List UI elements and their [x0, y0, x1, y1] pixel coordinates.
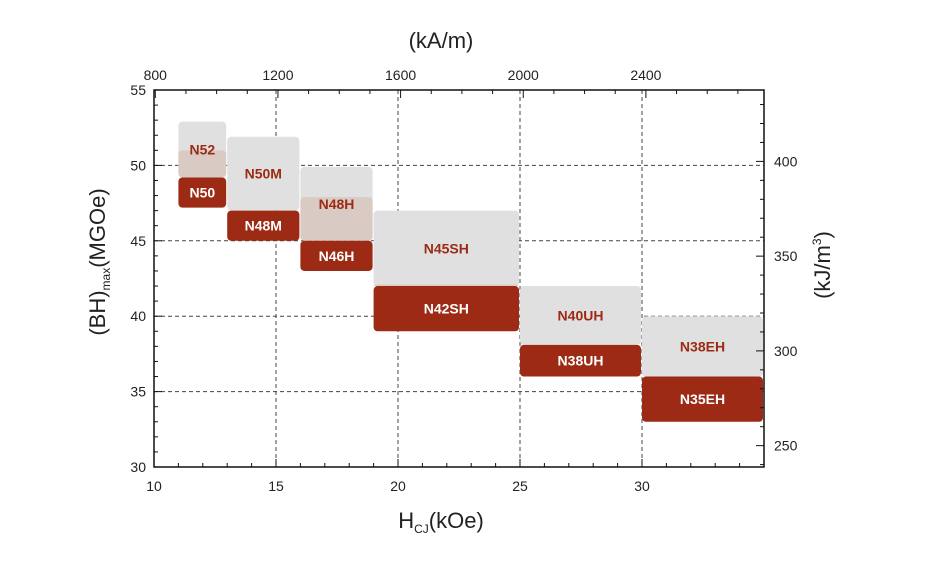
plot-frame — [153, 89, 765, 468]
top-axis-title: (kA/m) — [409, 28, 474, 53]
grade-label-n35eh: N35EH — [680, 391, 725, 407]
left-axis-title-tail: (MGOe) — [85, 188, 110, 267]
x-bottom-tick-label: 25 — [512, 478, 528, 494]
grade-bar-n45sh — [373, 210, 519, 287]
grade-bar-n38eh — [642, 316, 763, 377]
y-left-tick-label: 35 — [130, 384, 146, 400]
grade-overlap-n45sh — [373, 284, 519, 287]
grade-label-n48h: N48H — [319, 196, 355, 212]
left-axis-title-sub: max — [99, 268, 113, 291]
left-axis-title-main: (BH) — [85, 290, 110, 335]
grade-label-n40uh: N40UH — [558, 307, 604, 323]
y-left-tick-label: 30 — [130, 459, 146, 475]
x-bottom-tick-label: 15 — [268, 478, 284, 494]
grade-label-n45sh: N45SH — [424, 240, 469, 256]
y-left-tick-label: 55 — [130, 82, 146, 98]
grade-bar-n40uh — [520, 286, 641, 345]
x-top-tick-label: 1600 — [385, 67, 416, 83]
grade-bar-n38uh — [520, 344, 641, 377]
bottom-axis-title: HCJ(kOe) — [398, 508, 484, 536]
grade-label-n38uh: N38UH — [558, 353, 604, 369]
x-bottom-tick-label: 20 — [390, 478, 406, 494]
x-bottom-tick-label: 30 — [634, 478, 650, 494]
grade-bars: N52 N50 N50M N48M N48H N46H N45SH N42SH N40UH N38… — [178, 121, 763, 422]
x-top-tick-label: 2000 — [508, 67, 539, 83]
right-axis-title-sup: 3 — [810, 238, 824, 245]
grade-bar-n50m — [227, 136, 300, 211]
axis-ticks: 10 15 20 25 30 800 1200 1600 2000 2400 30 35 40 45 50 5… — [130, 67, 797, 494]
y-left-tick-label: 50 — [130, 157, 146, 173]
left-axis-title: (BH)max(MGOe) — [85, 188, 113, 335]
x-bottom-tick-label: 10 — [146, 478, 162, 494]
right-axis-title-tail: ) — [810, 231, 835, 238]
y-left-tick-label: 40 — [130, 308, 146, 324]
y-right-tick-label: 350 — [774, 248, 798, 264]
grade-label-n42sh: N42SH — [424, 301, 469, 317]
y-right-tick-label: 250 — [774, 438, 798, 454]
grade-label-n52: N52 — [189, 142, 215, 158]
grade-label-n38eh: N38EH — [680, 338, 725, 354]
bottom-axis-title-main: H — [398, 508, 414, 533]
right-axis-title: (kJ/m3) — [810, 231, 835, 299]
y-right-tick-label: 300 — [774, 343, 798, 359]
bottom-axis-title-tail: (kOe) — [429, 508, 484, 533]
grade-bar-n42sh — [373, 286, 519, 332]
grade-bar-n35eh — [642, 376, 763, 422]
x-top-tick-label: 1200 — [262, 67, 293, 83]
y-right-tick-label: 400 — [774, 153, 798, 169]
grade-bar-n46h — [300, 240, 373, 271]
bottom-axis-title-sub: CJ — [414, 522, 429, 536]
grade-overlap-n52 — [178, 150, 227, 178]
x-top-tick-label: 800 — [144, 67, 168, 83]
grade-overlap-n48h — [300, 197, 373, 241]
grade-label-n46h: N46H — [319, 248, 355, 264]
right-axis-title-main: (kJ/m — [810, 245, 835, 299]
x-top-tick-label: 2400 — [630, 67, 661, 83]
grade-label-n50m: N50M — [245, 166, 282, 182]
grade-bar-n48m — [227, 210, 300, 241]
grade-bar-n50 — [178, 177, 227, 208]
grade-label-n48m: N48M — [245, 218, 282, 234]
y-left-tick-label: 45 — [130, 233, 146, 249]
grade-label-n50: N50 — [189, 185, 215, 201]
